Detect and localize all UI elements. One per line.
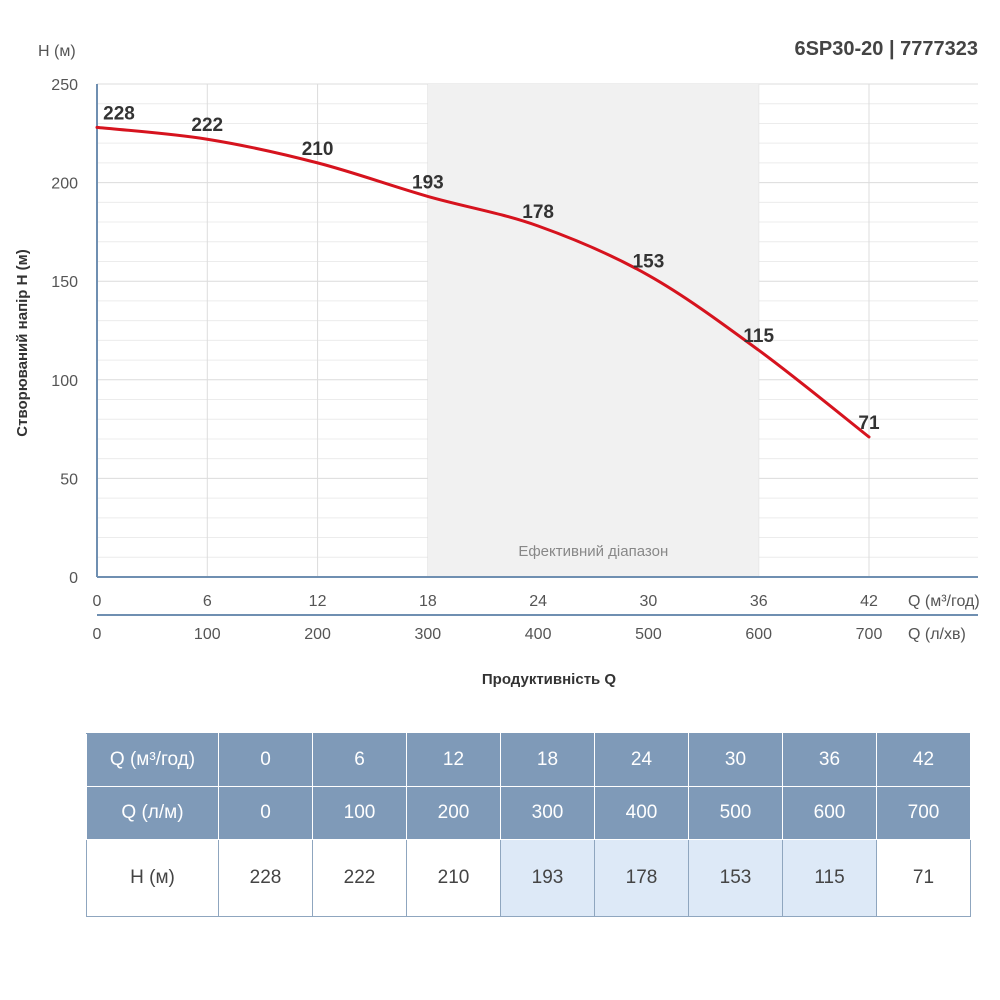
row-label-head: H (м) [86,839,219,917]
table-cell: 24 [594,733,689,787]
table-cell: 6 [312,733,407,787]
table-cell: 400 [594,786,689,840]
y-axis-title: Створюваний напір H (м) [14,249,31,436]
y-tick-label: 100 [51,373,78,390]
table-cell: 153 [688,839,783,917]
table-cell: 228 [218,839,313,917]
table-row-q-m3h: Q (м³/год) 0 6 12 18 24 30 36 42 [86,733,971,787]
data-label: 71 [858,413,880,434]
table-cell: 200 [406,786,501,840]
x-tick-label-primary: 18 [419,593,437,610]
table-cell: 36 [782,733,877,787]
performance-table: Q (м³/год) 0 6 12 18 24 30 36 42 Q (л/м) 0 100 20… [86,733,971,917]
row-label-q-lm: Q (л/м) [86,786,219,840]
table-cell: 500 [688,786,783,840]
row-label-q-m3h: Q (м³/год) [86,733,219,787]
x-tick-labels-primary: 0 6 12 18 24 30 36 42 [93,593,878,610]
table-cell: 210 [406,839,501,917]
x-tick-labels-secondary: 0 100 200 300 400 500 600 700 [93,626,883,643]
table-cell: 18 [500,733,595,787]
x-tick-label-secondary: 200 [304,626,331,643]
table-cell: 193 [500,839,595,917]
data-label: 153 [633,251,665,272]
table-row-head: H (м) 228 222 210 193 178 153 115 71 [86,839,971,917]
data-label: 178 [522,202,554,223]
y-tick-label: 250 [51,77,78,94]
x-axis-secondary-unit: Q (л/хв) [908,626,966,643]
x-axis-title: Продуктивність Q [482,671,617,688]
x-tick-label-secondary: 500 [635,626,662,643]
data-label: 193 [412,172,444,193]
table-cell: 600 [782,786,877,840]
data-label: 210 [302,139,334,160]
efficiency-range-band [427,84,759,577]
efficiency-range-label: Ефективний діапазон [518,543,668,560]
y-tick-label: 200 [51,176,78,193]
table-cell: 42 [876,733,971,787]
axes [96,84,978,616]
table-cell: 178 [594,839,689,917]
table-cell: 30 [688,733,783,787]
table-cell: 0 [218,733,313,787]
x-tick-label-primary: 12 [309,593,327,610]
y-tick-label: 50 [60,471,78,488]
data-label: 228 [103,103,135,124]
head-curve-line [95,125,871,439]
chart-title: 6SP30-20 | 7777323 [794,38,978,60]
table-cell: 12 [406,733,501,787]
x-tick-label-secondary: 0 [93,626,102,643]
table-cell: 115 [782,839,877,917]
table-row-q-lm: Q (л/м) 0 100 200 300 400 500 600 700 [86,786,971,840]
x-tick-label-secondary: 300 [415,626,442,643]
x-tick-label-primary: 24 [529,593,547,610]
x-tick-label-primary: 30 [640,593,658,610]
table-cell: 222 [312,839,407,917]
y-tick-label: 150 [51,274,78,291]
table-cell: 0 [218,786,313,840]
x-tick-label-primary: 36 [750,593,768,610]
y-tick-labels: 0 50 100 150 200 250 [51,77,78,587]
data-labels: 228 222 210 193 178 153 115 71 [103,103,880,434]
x-tick-label-secondary: 700 [856,626,883,643]
x-tick-label-primary: 42 [860,593,878,610]
x-tick-label-secondary: 400 [525,626,552,643]
pump-curve-chart: Ефективний діапазон 0 50 100 150 200 250 0 6 12… [14,38,980,688]
y-tick-label: 0 [69,570,78,587]
x-tick-label-secondary: 100 [194,626,221,643]
x-tick-label-primary: 0 [93,593,102,610]
y-unit-label: H (м) [38,43,76,60]
table-cell: 71 [876,839,971,917]
table-cell: 300 [500,786,595,840]
table-cell: 700 [876,786,971,840]
data-label: 115 [743,326,774,347]
x-tick-label-primary: 6 [203,593,212,610]
table-cell: 100 [312,786,407,840]
x-axis-primary-unit: Q (м³/год) [908,593,980,610]
x-tick-label-secondary: 600 [745,626,772,643]
data-label: 222 [191,115,223,136]
